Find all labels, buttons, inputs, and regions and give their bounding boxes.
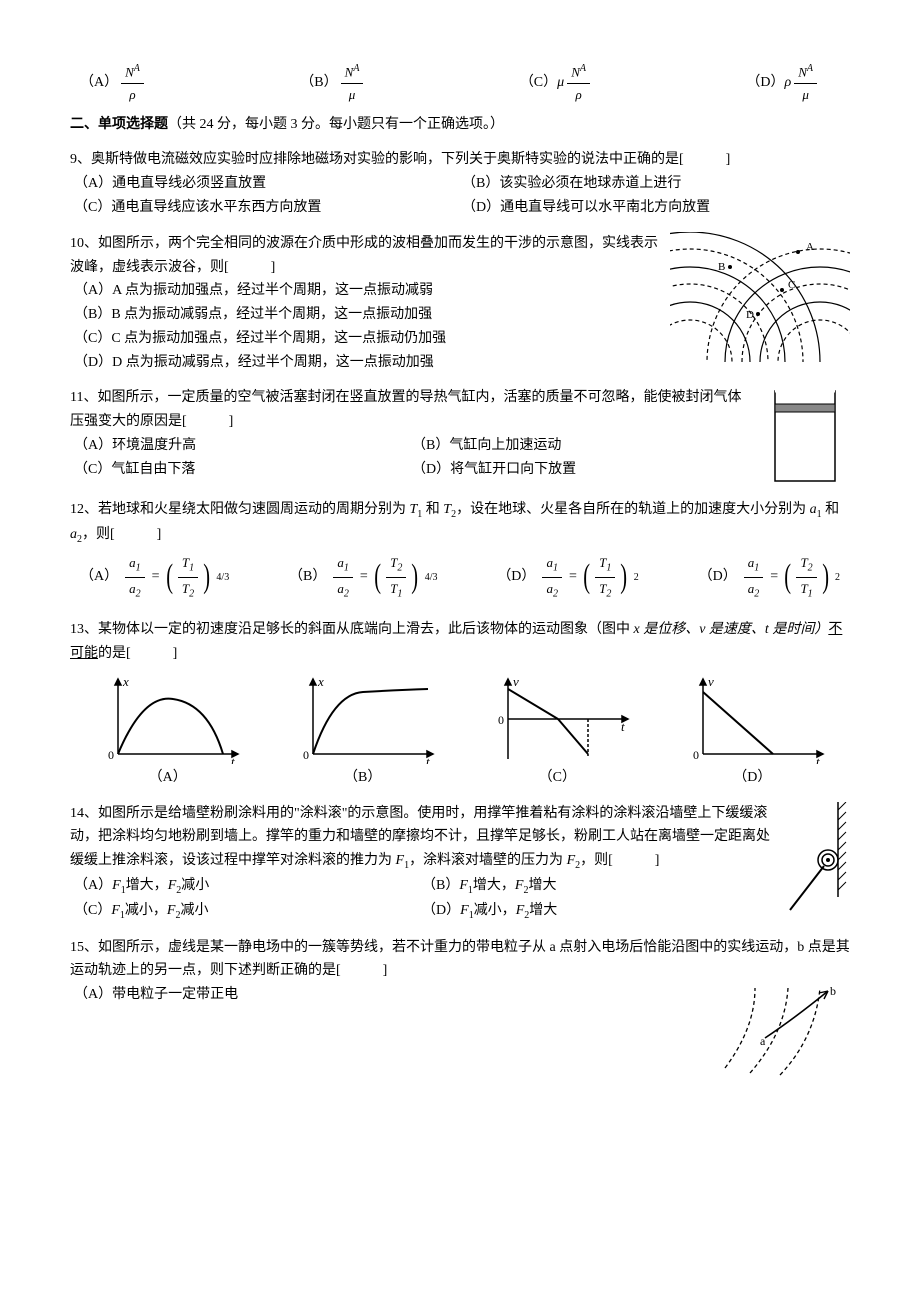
q10-opt-b: （B）B 点为振动减弱点，经过半个周期，这一点振动加强 xyxy=(74,303,660,327)
q9-opt-b: （B）该实验必须在地球赤道上进行 xyxy=(462,172,850,196)
q8-options: （A） NA ρ （B） NA μ （C） μ NA ρ （D） ρ NA μ xyxy=(70,60,850,107)
question-14: 14、如图所示是给墙壁粉刷涂料用的"涂料滚"的示意图。使用时，用撑竿推着粘有涂料… xyxy=(70,802,850,924)
q11-opt-b: （B）气缸向上加速运动 xyxy=(412,434,750,458)
q9-stem: 9、奥斯特做电流磁效应实验时应排除地磁场对实验的影响，下列关于奥斯特实验的说法中… xyxy=(70,148,850,172)
fraction: NA ρ xyxy=(567,60,590,107)
opt-label: （B） xyxy=(300,71,337,95)
question-12: 12、若地球和火星绕太阳做匀速圆周运动的周期分别为 T1 和 T2，设在地球、火… xyxy=(70,498,850,606)
q10-stem: 10、如图所示，两个完全相同的波源在介质中形成的波相叠加而发生的干涉的示意图，实… xyxy=(70,232,660,280)
svg-text:v: v xyxy=(513,674,519,689)
question-13: 13、某物体以一定的初速度沿足够长的斜面从底端向上滑去，此后该物体的运动图象（图… xyxy=(70,618,850,789)
q13-label-c: （C） xyxy=(539,766,576,790)
question-11: 11、如图所示，一定质量的空气被活塞封闭在竖直放置的导热气缸内，活塞的质量不可忽… xyxy=(70,386,850,486)
q15-stem: 15、如图所示，虚线是某一静电场中的一簇等势线，若不计重力的带电粒子从 a 点射… xyxy=(70,936,850,984)
prefix-var: μ xyxy=(557,71,564,95)
q9-opt-a: （A）通电直导线必须竖直放置 xyxy=(74,172,462,196)
prefix-var: ρ xyxy=(784,71,791,95)
q13-graph-c: v 0 t xyxy=(483,674,633,764)
q12-stem: 12、若地球和火星绕太阳做匀速圆周运动的周期分别为 T1 和 T2，设在地球、火… xyxy=(70,498,850,548)
fraction: NA μ xyxy=(341,60,364,107)
opt-label: （D） xyxy=(746,71,784,95)
svg-text:t: t xyxy=(426,754,430,764)
q14-figure xyxy=(780,802,850,924)
q8-opt-a: （A） NA ρ xyxy=(80,60,147,107)
svg-text:A: A xyxy=(806,241,814,253)
q13-labels: （A） （B） （C） （D） xyxy=(70,766,850,790)
q9-opt-c: （C）通电直导线应该水平东西方向放置 xyxy=(74,196,462,220)
svg-text:C: C xyxy=(788,279,795,291)
svg-text:0: 0 xyxy=(693,748,699,762)
svg-text:0: 0 xyxy=(498,713,504,727)
q13-graph-b: x 0 t xyxy=(288,674,438,764)
svg-text:a: a xyxy=(760,1034,766,1048)
fraction: NA ρ xyxy=(121,60,144,107)
q13-graph-a: x 0 t xyxy=(93,674,243,764)
q13-graphs: x 0 t x 0 t v 0 t xyxy=(70,674,850,764)
q10-opt-d: （D）D 点为振动减弱点，经过半个周期，这一点振动加强 xyxy=(74,351,660,375)
q13-label-b: （B） xyxy=(344,766,381,790)
q8-opt-d: （D） ρ NA μ xyxy=(746,60,820,107)
opt-label: （C） xyxy=(520,71,557,95)
svg-text:0: 0 xyxy=(303,748,309,762)
q13-label-a: （A） xyxy=(149,766,187,790)
svg-text:x: x xyxy=(317,674,324,689)
svg-text:B: B xyxy=(718,261,725,273)
svg-text:x: x xyxy=(122,674,129,689)
q11-opt-a: （A）环境温度升高 xyxy=(74,434,412,458)
q12-opt-b: （B） a1a2 = (T2T1)4/3 xyxy=(289,552,437,602)
svg-text:t: t xyxy=(231,754,235,764)
fraction: NA μ xyxy=(794,60,817,107)
q10-opt-c: （C）C 点为振动加强点，经过半个周期，这一点振动仍加强 xyxy=(74,327,660,351)
q12-opt-a: （A） a1a2 = (T1T2)4/3 xyxy=(80,552,229,602)
section-2-title: 二、单项选择题（共 24 分，每小题 3 分。每小题只有一个正确选项。） xyxy=(70,113,850,137)
question-9: 9、奥斯特做电流磁效应实验时应排除地磁场对实验的影响，下列关于奥斯特实验的说法中… xyxy=(70,148,850,219)
q11-stem: 11、如图所示，一定质量的空气被活塞封闭在竖直放置的导热气缸内，活塞的质量不可忽… xyxy=(70,386,750,434)
section-label: 二、单项选择题 xyxy=(70,117,168,132)
q13-label-d: （D） xyxy=(733,766,771,790)
q8-opt-c: （C） μ NA ρ xyxy=(520,60,593,107)
opt-label: （A） xyxy=(80,71,118,95)
q15-opt-a: （A）带电粒子一定带正电 xyxy=(74,983,700,1007)
question-15: 15、如图所示，虚线是某一静电场中的一簇等势线，若不计重力的带电粒子从 a 点射… xyxy=(70,936,850,1079)
q11-opt-c: （C）气缸自由下落 xyxy=(74,458,412,482)
q14-opt-c: （C）F1减小，F2减小 xyxy=(74,899,422,924)
q12-options: （A） a1a2 = (T1T2)4/3 （B） a1a2 = (T2T1)4/… xyxy=(70,548,850,606)
section-note: （共 24 分，每小题 3 分。每小题只有一个正确选项。） xyxy=(168,117,504,132)
q11-figure xyxy=(760,386,850,486)
q14-opt-d: （D）F1减小，F2增大 xyxy=(422,899,770,924)
question-10: 10、如图所示，两个完全相同的波源在介质中形成的波相叠加而发生的干涉的示意图，实… xyxy=(70,232,850,375)
q15-figure: a b xyxy=(710,983,850,1078)
svg-text:v: v xyxy=(708,674,714,689)
svg-text:b: b xyxy=(830,984,836,998)
svg-text:t: t xyxy=(621,719,625,734)
q12-opt-d: （D） a1a2 = (T2T1)2 xyxy=(699,552,840,602)
q14-opt-b: （B）F1增大，F2增大 xyxy=(422,874,770,899)
q10-opt-a: （A）A 点为振动加强点，经过半个周期，这一点振动减弱 xyxy=(74,279,660,303)
q13-graph-d: v 0 t xyxy=(678,674,828,764)
q14-stem: 14、如图所示是给墙壁粉刷涂料用的"涂料滚"的示意图。使用时，用撑竿推着粘有涂料… xyxy=(70,802,770,874)
svg-text:t: t xyxy=(816,754,820,764)
svg-text:0: 0 xyxy=(108,748,114,762)
q13-stem: 13、某物体以一定的初速度沿足够长的斜面从底端向上滑去，此后该物体的运动图象（图… xyxy=(70,618,850,666)
q9-opt-d: （D）通电直导线可以水平南北方向放置 xyxy=(462,196,850,220)
svg-text:D: D xyxy=(746,309,754,321)
q11-opt-d: （D）将气缸开口向下放置 xyxy=(412,458,750,482)
q14-opt-a: （A）F1增大，F2减小 xyxy=(74,874,422,899)
q8-opt-b: （B） NA μ xyxy=(300,60,366,107)
q12-opt-c: （D） a1a2 = (T1T2)2 xyxy=(497,552,638,602)
q10-figure: A B C D xyxy=(670,232,850,375)
